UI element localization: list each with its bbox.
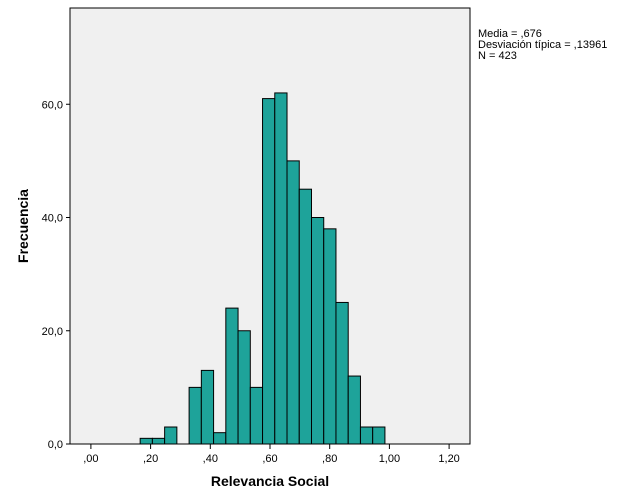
histogram-bar	[372, 426, 386, 445]
x-axis-ticks: ,00 ,20 ,40 ,60 ,80 1,00 1,20	[83, 444, 460, 465]
histogram-bar	[151, 437, 166, 445]
histogram-bar	[310, 217, 325, 445]
histogram-bar	[323, 228, 337, 445]
y-tick-label: 60,0	[42, 99, 63, 111]
x-tick-label: ,80	[322, 453, 337, 465]
histogram-bar	[200, 369, 215, 445]
x-tick-label: ,60	[262, 453, 277, 465]
histogram-bar	[249, 386, 264, 445]
x-tick-label: 1,00	[379, 453, 400, 465]
y-tick-label: 20,0	[42, 326, 63, 338]
histogram-bar	[262, 98, 276, 445]
y-axis-ticks: 0,0 20,0 40,0 60,0	[42, 99, 70, 451]
histogram-bar	[237, 330, 251, 445]
histogram-bar	[164, 426, 178, 445]
histogram-bar	[335, 301, 349, 445]
histogram-bar	[139, 437, 153, 445]
stat-mean: Media = ,676	[478, 28, 542, 40]
histogram-bar	[347, 375, 361, 445]
y-tick-label: 40,0	[42, 213, 63, 225]
x-axis-title: Relevancia Social	[211, 473, 329, 489]
x-tick-label: 1,20	[438, 453, 459, 465]
histogram-bar	[359, 426, 374, 445]
y-axis-title: Frecuencia	[15, 189, 31, 263]
x-tick-label: ,20	[143, 453, 158, 465]
histogram-bar	[286, 160, 300, 445]
histogram-bar	[274, 92, 288, 445]
y-tick-label: 0,0	[48, 439, 63, 451]
x-tick-label: ,40	[203, 453, 218, 465]
stat-n: N = 423	[478, 50, 517, 62]
histogram-bar	[298, 188, 312, 445]
stat-std-dev: Desviación típica = ,13961	[478, 39, 607, 51]
histogram-bar	[213, 432, 227, 445]
histogram-bar	[188, 386, 202, 445]
plot-frame	[69, 7, 471, 445]
x-tick-label: ,00	[83, 453, 98, 465]
histogram-bar	[225, 307, 239, 445]
